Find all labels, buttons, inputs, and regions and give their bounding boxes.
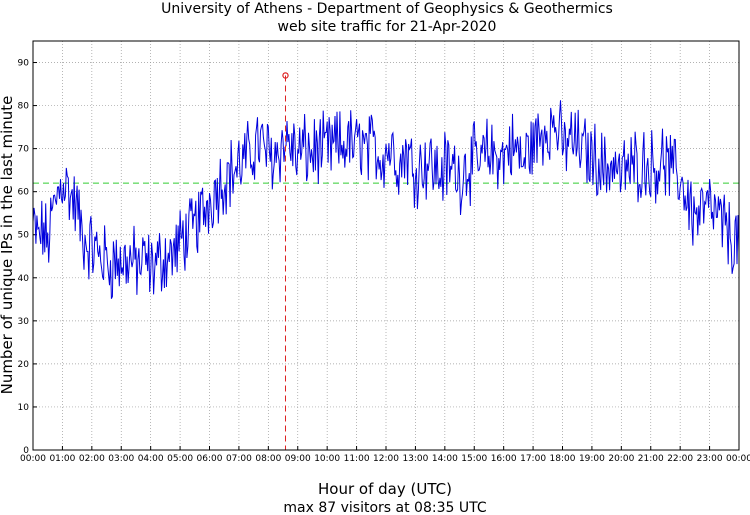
chart-subtitle: web site traffic for 21-Apr-2020 — [278, 19, 497, 35]
y-tick-label: 40 — [18, 274, 30, 284]
y-tick-label: 50 — [18, 231, 30, 241]
y-tick-label: 0 — [23, 446, 29, 456]
x-tick-label: 21:00 — [638, 454, 664, 464]
x-tick-label: 07:00 — [226, 454, 252, 464]
max-annotation: max 87 visitors at 08:35 UTC — [283, 500, 486, 515]
x-tick-label: 13:00 — [402, 454, 428, 464]
x-tick-label: 18:00 — [550, 454, 576, 464]
x-tick-label: 04:00 — [138, 454, 164, 464]
x-tick-label: 11:00 — [344, 454, 370, 464]
x-tick-label: 20:00 — [608, 454, 634, 464]
x-tick-label: 00:00 — [726, 454, 750, 464]
x-tick-label: 22:00 — [667, 454, 693, 464]
x-tick-label: 02:00 — [79, 454, 105, 464]
x-tick-label: 09:00 — [285, 454, 311, 464]
x-tick-label: 06:00 — [197, 454, 223, 464]
series-line — [32, 100, 740, 299]
x-tick-label: 08:00 — [255, 454, 281, 464]
x-tick-label: 01:00 — [49, 454, 75, 464]
x-tick-label: 10:00 — [314, 454, 340, 464]
y-tick-label: 90 — [18, 59, 30, 69]
x-tick-label: 05:00 — [167, 454, 193, 464]
y-tick-label: 80 — [18, 102, 30, 112]
max-marker — [282, 72, 289, 79]
y-tick-label: 70 — [18, 145, 30, 155]
plot-frame — [32, 40, 740, 451]
x-tick-label: 15:00 — [461, 454, 487, 464]
x-tick-label: 17:00 — [520, 454, 546, 464]
y-tick-label: 30 — [18, 317, 30, 327]
x-tick-label: 00:00 — [20, 454, 46, 464]
x-axis-label: Hour of day (UTC) — [318, 480, 452, 498]
x-tick-label: 12:00 — [373, 454, 399, 464]
x-tick-labels: 00:00 01:00 02:00 03:00 04:00 05:00 06:00 07:00… — [20, 454, 750, 464]
y-tick-label: 60 — [18, 188, 30, 198]
x-tick-label: 03:00 — [108, 454, 134, 464]
x-tick-label: 19:00 — [579, 454, 605, 464]
y-tick-label: 20 — [18, 360, 30, 370]
chart-title: University of Athens - Department of Geo… — [161, 1, 613, 17]
plot-grid — [32, 41, 740, 451]
x-tick-label: 23:00 — [697, 454, 723, 464]
y-tick-label: 10 — [18, 403, 30, 413]
x-tick-label: 14:00 — [432, 454, 458, 464]
y-tick-labels: 0 10 20 30 40 50 60 70 80 90 — [18, 59, 30, 456]
x-tick-label: 16:00 — [491, 454, 517, 464]
y-axis-label: Number of unique IPs in the last minute — [0, 96, 16, 395]
